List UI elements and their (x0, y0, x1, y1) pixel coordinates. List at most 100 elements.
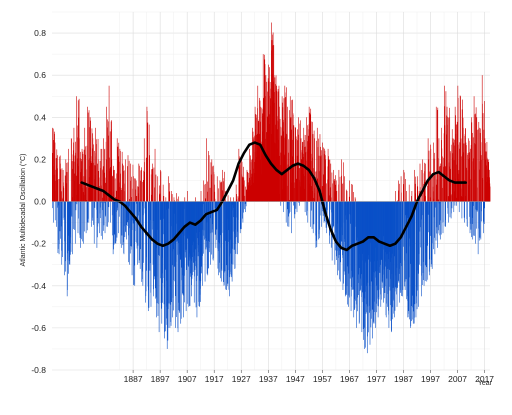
anomaly-bar (459, 202, 460, 213)
anomaly-bar (425, 196, 426, 202)
anomaly-bar (326, 183, 327, 201)
anomaly-bar (395, 191, 396, 202)
anomaly-bar (474, 202, 475, 236)
anomaly-bar (93, 138, 94, 201)
anomaly-bar (415, 202, 416, 305)
anomaly-bar (228, 195, 229, 201)
y-tick-label: 0.6 (34, 70, 46, 80)
anomaly-bar (233, 197, 234, 201)
anomaly-bar (109, 202, 110, 208)
anomaly-bar (339, 170, 340, 202)
anomaly-bar (341, 202, 342, 250)
anomaly-bar (119, 202, 120, 217)
anomaly-bar (72, 202, 73, 255)
anomaly-bar (480, 202, 481, 238)
anomaly-bar (78, 202, 79, 219)
anomaly-bar (329, 195, 330, 201)
anomaly-bar (107, 202, 108, 227)
anomaly-bar (127, 166, 128, 201)
anomaly-bar (129, 161, 130, 202)
anomaly-bar (435, 202, 436, 255)
x-tick-label: 1937 (259, 374, 278, 384)
anomaly-bar (172, 194, 173, 201)
anomaly-bar (431, 177, 432, 201)
anomaly-bar (429, 202, 430, 260)
anomaly-bar (214, 202, 215, 209)
anomaly-bar (148, 123, 149, 202)
anomaly-bar (59, 179, 60, 202)
anomaly-bar (77, 202, 78, 205)
anomaly-bar (438, 202, 439, 231)
anomaly-bar (130, 202, 131, 254)
anomaly-bar (435, 175, 436, 202)
anomaly-bar (168, 176, 169, 201)
anomaly-bar (238, 202, 239, 243)
anomaly-bar (311, 202, 312, 211)
anomaly-bar (95, 202, 96, 208)
anomaly-bar (456, 202, 457, 206)
anomaly-bar (203, 202, 204, 254)
anomaly-bar (52, 202, 53, 209)
anomaly-bar (195, 197, 196, 201)
anomaly-bar (81, 202, 82, 240)
anomaly-bar (321, 202, 322, 227)
anomaly-bar (71, 202, 72, 252)
anomaly-bar (102, 198, 103, 202)
anomaly-bar (221, 182, 222, 201)
anomaly-bar (220, 180, 221, 201)
anomaly-bar (455, 202, 456, 206)
anomaly-bar (294, 202, 295, 219)
anomaly-bar (94, 202, 95, 244)
anomaly-bar (320, 202, 321, 216)
anomaly-bar (98, 202, 99, 224)
anomaly-bar (80, 202, 81, 248)
anomaly-bar (244, 202, 245, 210)
anomaly-bar (205, 198, 206, 201)
anomaly-bar (484, 202, 485, 209)
anomaly-bar (136, 180, 137, 201)
anomaly-bar (238, 196, 239, 201)
anomaly-bar (343, 202, 344, 290)
anomaly-bar (63, 188, 64, 201)
anomaly-bar (187, 191, 188, 202)
anomaly-bar (177, 199, 178, 202)
anomaly-bar (447, 117, 448, 202)
anomaly-bar (442, 188, 443, 202)
anomaly-bar (55, 202, 56, 221)
anomaly-bar (325, 159, 326, 201)
anomaly-bar (450, 202, 451, 218)
anomaly-bar (283, 202, 284, 213)
anomaly-bar (114, 170, 115, 202)
anomaly-bar (206, 138, 207, 201)
anomaly-bar (241, 202, 242, 230)
anomaly-bar (221, 182, 222, 202)
anomaly-bar (478, 202, 479, 229)
anomaly-bar (142, 182, 143, 202)
anomaly-bar (471, 202, 472, 230)
anomaly-bar (445, 202, 446, 227)
anomaly-bar (124, 202, 125, 255)
anomaly-bar (434, 159, 435, 202)
anomaly-bar (439, 138, 440, 201)
anomaly-bar (149, 155, 150, 201)
anomaly-bar (76, 202, 77, 211)
x-tick-label: 1917 (205, 374, 224, 384)
anomaly-bar (313, 168, 314, 201)
anomaly-bar (347, 191, 348, 202)
anomaly-bar (352, 185, 353, 202)
anomaly-bar (404, 172, 405, 201)
anomaly-bar (139, 166, 140, 202)
x-axis-title: Year (478, 380, 493, 387)
anomaly-bar (86, 202, 87, 234)
anomaly-bar (159, 202, 160, 256)
anomaly-bar (237, 199, 238, 201)
anomaly-bar (210, 188, 211, 202)
anomaly-bar (329, 159, 330, 201)
anomaly-bar (101, 202, 102, 236)
anomaly-bar (288, 202, 289, 217)
anomaly-bar (291, 202, 292, 234)
anomaly-bar (65, 202, 66, 272)
anomaly-bar (60, 202, 61, 232)
